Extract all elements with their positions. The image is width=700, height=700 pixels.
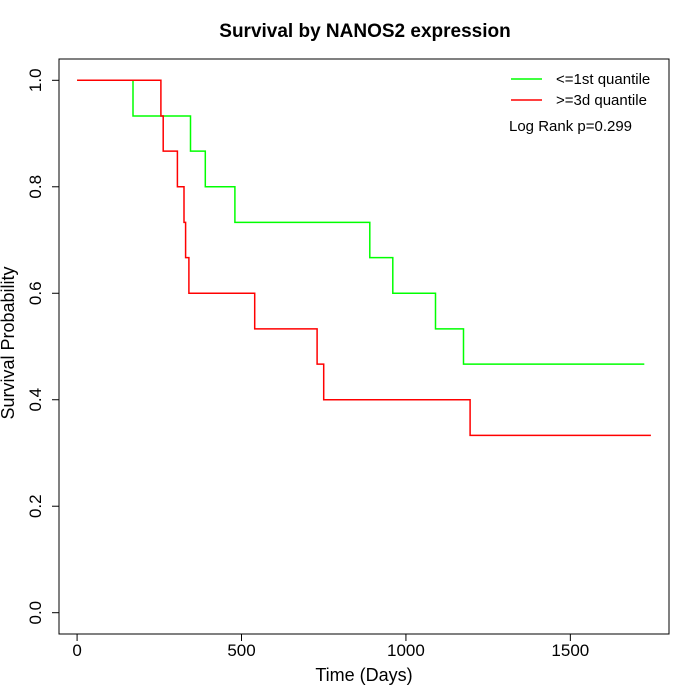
y-tick-label: 1.0 [26,68,45,92]
x-tick-label: 0 [72,641,81,660]
series-line-0 [77,79,645,365]
x-tick-label: 1500 [551,641,589,660]
x-tick-label: 500 [227,641,255,660]
x-axis-label: Time (Days) [315,665,412,685]
y-tick-label: 0.0 [26,601,45,625]
y-axis-label: Survival Probability [0,266,18,419]
y-tick-label: 0.4 [26,388,45,412]
y-tick-label: 0.2 [26,494,45,518]
series-line-1 [77,79,651,437]
y-tick-label: 0.8 [26,175,45,199]
legend-label-1: >=3d quantile [556,92,647,109]
chart-title: Survival by NANOS2 expression [219,21,510,42]
series-lines [77,79,651,437]
x-tick-label: 1000 [387,641,425,660]
y-tick-label: 0.6 [26,281,45,305]
legend-label-0: <=1st quantile [556,71,650,88]
legend: <=1st quantile >=3d quantile [511,71,650,109]
log-rank-annotation: Log Rank p=0.299 [509,118,632,135]
axes: 0 500 1000 1500 0.0 0.2 0.4 0.6 0.8 1.0 [26,68,589,660]
